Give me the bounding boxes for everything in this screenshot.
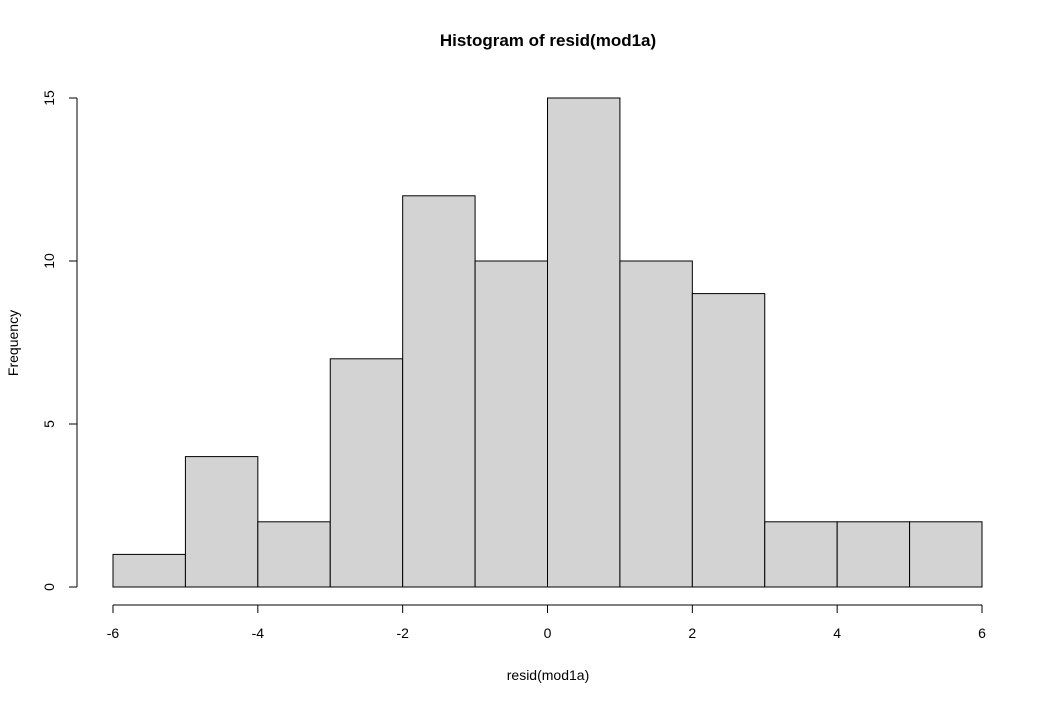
histogram-bar xyxy=(257,521,331,588)
y-tick-label: 15 xyxy=(41,90,57,106)
y-tick-label: 0 xyxy=(41,583,57,591)
histogram-bar xyxy=(836,521,911,588)
y-axis: 0 5 10 15 xyxy=(41,90,78,591)
y-axis-label: Frequency xyxy=(5,310,21,376)
histogram-bar xyxy=(547,97,621,588)
histogram-bar xyxy=(909,521,983,588)
histogram-bar xyxy=(619,260,693,588)
x-tick-label: 0 xyxy=(544,625,552,641)
x-tick-label: -2 xyxy=(396,625,409,641)
bars-group xyxy=(112,97,983,588)
histogram-bar xyxy=(764,521,838,588)
x-tick-label: 2 xyxy=(688,625,696,641)
x-tick-label: -6 xyxy=(107,625,120,641)
x-axis-label: resid(mod1a) xyxy=(507,667,589,683)
y-tick-label: 10 xyxy=(41,253,57,269)
histogram-bar xyxy=(691,293,766,588)
x-tick-label: 4 xyxy=(833,625,841,641)
histogram-bar xyxy=(184,456,259,588)
histogram-bar xyxy=(329,358,404,588)
histogram-bar xyxy=(402,195,476,588)
histogram-bar xyxy=(112,553,186,588)
x-tick-label: 6 xyxy=(978,625,986,641)
chart-title: Histogram of resid(mod1a) xyxy=(440,31,656,50)
x-axis: -6 -4 -2 0 2 4 6 xyxy=(107,604,986,641)
y-tick-label: 5 xyxy=(41,420,57,428)
histogram-bar xyxy=(474,260,549,588)
x-tick-label: -4 xyxy=(252,625,265,641)
